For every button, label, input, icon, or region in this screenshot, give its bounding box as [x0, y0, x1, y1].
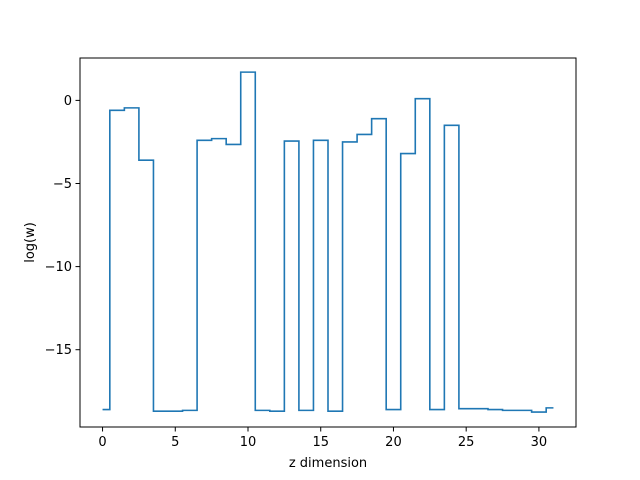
x-tick-label: 15 [312, 435, 329, 450]
y-tick-label: −5 [53, 177, 72, 192]
y-axis-label: log(w) [23, 222, 38, 263]
x-tick-label: 30 [531, 435, 548, 450]
x-tick-label: 5 [171, 435, 179, 450]
x-tick-label: 20 [385, 435, 402, 450]
plot-area [102, 71, 554, 413]
x-tick-label: 25 [458, 435, 475, 450]
x-tick-label: 0 [98, 435, 106, 450]
y-tick-label: 0 [64, 94, 72, 109]
y-tick-label: −15 [45, 343, 72, 358]
x-axis: 0 5 10 15 20 25 30 [98, 427, 547, 450]
y-tick-label: −10 [45, 260, 72, 275]
x-tick-label: 10 [240, 435, 257, 450]
y-axis: −15 −10 −5 0 [45, 94, 80, 358]
axes-frame [79, 57, 577, 428]
series-line [102, 71, 554, 413]
x-axis-label: z dimension [289, 456, 367, 471]
